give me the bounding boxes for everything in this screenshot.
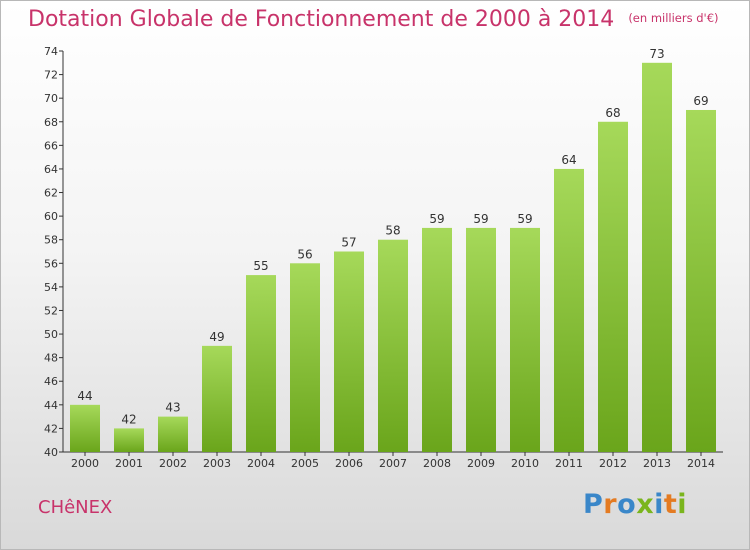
bar-value-label: 42 xyxy=(121,412,136,426)
bar xyxy=(158,416,188,452)
bar-value-label: 59 xyxy=(429,212,444,226)
bar xyxy=(378,239,408,452)
x-tick-label: 2008 xyxy=(423,457,451,470)
y-tick-label: 62 xyxy=(44,187,58,200)
x-tick-label: 2007 xyxy=(379,457,407,470)
bar xyxy=(70,404,100,452)
y-tick-label: 50 xyxy=(44,328,58,341)
x-tick-label: 2010 xyxy=(511,457,539,470)
bar-value-label: 59 xyxy=(473,212,488,226)
bar xyxy=(334,251,364,452)
y-tick-label: 42 xyxy=(44,422,58,435)
bar-value-label: 55 xyxy=(253,259,268,273)
bar-value-label: 57 xyxy=(341,236,356,250)
y-tick-label: 64 xyxy=(44,163,58,176)
place-name: CHêNEX xyxy=(38,497,113,518)
bar xyxy=(114,428,144,452)
bar xyxy=(510,227,540,452)
logo-letter: i xyxy=(677,489,688,520)
proxiti-logo: Proxiti xyxy=(583,489,687,520)
logo-letter: i xyxy=(654,489,664,520)
bar-value-label: 56 xyxy=(297,247,312,261)
y-tick-label: 74 xyxy=(44,45,58,58)
x-tick-label: 2000 xyxy=(71,457,99,470)
x-tick-label: 2009 xyxy=(467,457,495,470)
bar-value-label: 73 xyxy=(649,47,664,61)
logo-letter: x xyxy=(636,489,655,520)
bar xyxy=(290,263,320,452)
chart-title-text: Dotation Globale de Fonctionnement de 20… xyxy=(28,7,615,32)
y-tick-label: 40 xyxy=(44,446,58,459)
logo-letter: P xyxy=(583,489,604,520)
bar-value-label: 44 xyxy=(77,389,92,403)
bar xyxy=(642,62,672,452)
chart-unit: (en milliers d'€) xyxy=(628,11,719,25)
bar-value-label: 68 xyxy=(605,106,620,120)
x-tick-label: 2002 xyxy=(159,457,187,470)
y-tick-label: 46 xyxy=(44,375,58,388)
y-tick-label: 58 xyxy=(44,234,58,247)
y-tick-label: 44 xyxy=(44,399,58,412)
x-tick-label: 2004 xyxy=(247,457,275,470)
bar xyxy=(686,109,716,453)
x-tick-label: 2014 xyxy=(687,457,715,470)
x-tick-label: 2012 xyxy=(599,457,627,470)
y-tick-label: 68 xyxy=(44,116,58,129)
y-tick-label: 66 xyxy=(44,139,58,152)
x-tick-label: 2013 xyxy=(643,457,671,470)
bar xyxy=(422,227,452,452)
bar-value-label: 49 xyxy=(209,330,224,344)
bar-value-label: 69 xyxy=(693,94,708,108)
bar xyxy=(598,121,628,452)
y-tick-label: 56 xyxy=(44,257,58,270)
bar-value-label: 43 xyxy=(165,401,180,415)
bar xyxy=(202,345,232,452)
y-tick-label: 60 xyxy=(44,210,58,223)
logo-letter: r xyxy=(603,489,618,520)
x-tick-label: 2003 xyxy=(203,457,231,470)
logo-letter: t xyxy=(663,489,678,520)
y-tick-label: 54 xyxy=(44,281,58,294)
y-tick-label: 72 xyxy=(44,69,58,82)
bar xyxy=(466,227,496,452)
y-tick-label: 52 xyxy=(44,304,58,317)
bar-value-label: 59 xyxy=(517,212,532,226)
logo-letter: o xyxy=(617,489,637,520)
x-tick-label: 2006 xyxy=(335,457,363,470)
chart-title: Dotation Globale de Fonctionnement de 20… xyxy=(28,7,719,32)
x-tick-label: 2001 xyxy=(115,457,143,470)
x-tick-label: 2011 xyxy=(555,457,583,470)
y-tick-label: 70 xyxy=(44,92,58,105)
bar xyxy=(554,168,584,453)
y-tick-label: 48 xyxy=(44,352,58,365)
bar-value-label: 64 xyxy=(561,153,576,167)
x-tick-label: 2005 xyxy=(291,457,319,470)
bar-value-label: 58 xyxy=(385,224,400,238)
bar xyxy=(246,275,276,452)
